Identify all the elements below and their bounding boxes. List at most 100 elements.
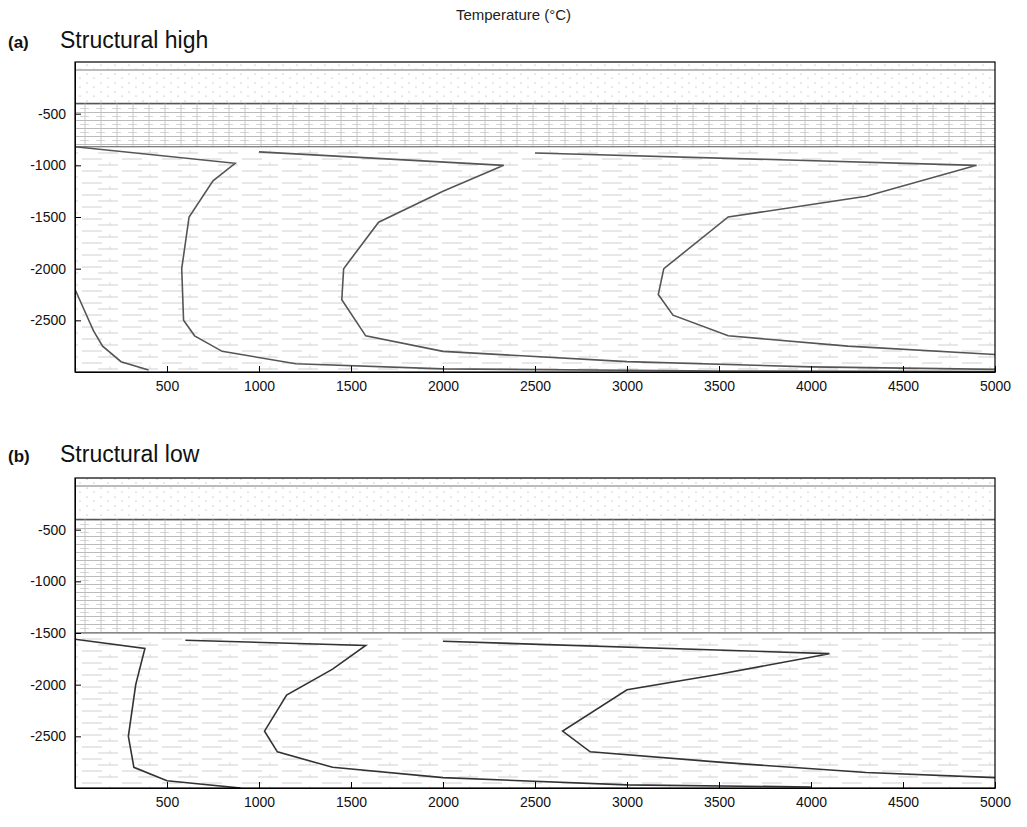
x-tick: 2000 [428, 366, 459, 394]
layer [75, 147, 995, 372]
y-tick-mark [75, 685, 81, 686]
x-tick-mark [811, 366, 812, 372]
y-tick: -500 [38, 522, 81, 538]
x-tick-mark [627, 366, 628, 372]
x-tick-label: 1000 [244, 378, 275, 394]
y-tick: -2000 [30, 677, 81, 693]
x-tick-label: 1500 [336, 378, 367, 394]
y-tick-mark [75, 114, 81, 115]
x-tick-mark [443, 782, 444, 788]
x-tick: 4500 [888, 366, 919, 394]
x-axis: 500 1000 1500 2000 2500 3000 3500 4000 4500 5000 [76, 366, 1012, 394]
x-tick-label: 4500 [888, 378, 919, 394]
x-tick-label: 500 [156, 378, 180, 394]
panel-title: Structural low [60, 441, 200, 467]
x-tick-label: 3500 [704, 378, 735, 394]
x-tick-label: 2000 [428, 378, 459, 394]
x-tick: 500 [156, 366, 180, 394]
y-axis: -500 -1000 -1500 -2000 -2500 [30, 63, 81, 373]
x-tick-label: 4000 [796, 794, 827, 810]
x-tick-mark [903, 366, 904, 372]
x-tick-label: 5000 [980, 794, 1011, 810]
x-tick-mark [535, 782, 536, 788]
x-tick-mark [443, 366, 444, 372]
layer [75, 633, 995, 788]
x-tick: 1500 [336, 366, 367, 394]
y-tick-mark [75, 269, 81, 270]
chart: Temperature (°C) (a) Structural high 500 100… [0, 0, 1027, 827]
x-tick-label: 3500 [704, 794, 735, 810]
layer [75, 103, 995, 146]
isotherm [535, 153, 995, 355]
layer [75, 519, 995, 633]
y-tick-label: -1500 [30, 625, 66, 641]
x-tick-mark [351, 366, 352, 372]
x-tick: 2500 [520, 366, 551, 394]
panel-label: (a) [8, 33, 29, 52]
x-tick: 5000 [980, 782, 1011, 810]
y-tick-mark [75, 530, 81, 531]
y-tick: -2500 [30, 312, 81, 328]
y-tick-mark [75, 736, 81, 737]
layer [75, 62, 995, 103]
x-tick-label: 2500 [520, 378, 551, 394]
x-axis-line [76, 788, 996, 789]
y-tick-label: -1500 [30, 209, 66, 225]
x-tick: 3000 [612, 366, 643, 394]
panel-title: Structural high [60, 27, 208, 53]
y-tick: -500 [38, 106, 81, 122]
plot-frame [75, 62, 995, 372]
y-tick-mark [75, 581, 81, 582]
x-axis: 500100015002000250030003500400045005000 [76, 782, 1012, 810]
x-tick-mark [627, 782, 628, 788]
x-tick: 500 [156, 782, 180, 810]
y-tick-label: -500 [38, 522, 66, 538]
x-tick-mark [351, 782, 352, 788]
y-tick-label: -500 [38, 106, 66, 122]
x-tick-mark [903, 782, 904, 788]
x-tick-mark [259, 782, 260, 788]
x-tick-mark [167, 366, 168, 372]
surface-band [75, 69, 995, 71]
y-tick-label: -2000 [30, 261, 66, 277]
x-tick-mark [259, 366, 260, 372]
x-tick-mark [167, 782, 168, 788]
x-tick: 3500 [704, 782, 735, 810]
y-tick: -1000 [30, 157, 81, 173]
y-axis: -500 -1000 -1500 -2000 -2500 [30, 479, 81, 789]
x-tick-label: 3000 [612, 794, 643, 810]
y-tick-label: -2500 [30, 728, 66, 744]
x-tick: 4000 [796, 782, 827, 810]
isotherm [75, 147, 995, 372]
figure-title: Temperature (°C) [456, 6, 571, 23]
panel: (a) Structural high 500 1000 1500 2000 2500 300… [8, 27, 1011, 394]
x-tick: 5000 [980, 366, 1011, 394]
x-tick-mark [719, 366, 720, 372]
panel: (b)Structural low50010001500200025003000… [8, 441, 1011, 810]
x-tick-mark [811, 782, 812, 788]
x-tick-mark [995, 782, 996, 788]
y-tick-mark [75, 320, 81, 321]
x-tick: 1000 [244, 782, 275, 810]
x-tick-label: 1500 [336, 794, 367, 810]
x-tick-label: 5000 [980, 378, 1011, 394]
layer [75, 478, 995, 519]
y-tick: -1000 [30, 573, 81, 589]
plot-area [75, 62, 995, 372]
x-tick-label: 2500 [520, 794, 551, 810]
y-tick: -1500 [30, 625, 81, 641]
x-tick-mark [719, 782, 720, 788]
isotherm [443, 641, 995, 777]
x-tick: 4500 [888, 782, 919, 810]
x-axis-line [76, 372, 996, 373]
y-tick-mark [75, 165, 81, 166]
x-tick-label: 4500 [888, 794, 919, 810]
x-tick-mark [535, 366, 536, 372]
y-tick-mark [75, 217, 81, 218]
y-tick: -2500 [30, 728, 81, 744]
y-tick-label: -1000 [30, 573, 66, 589]
x-tick: 4000 [796, 366, 827, 394]
y-tick-label: -1000 [30, 157, 66, 173]
isotherm [259, 152, 995, 370]
x-tick-label: 1000 [244, 794, 275, 810]
